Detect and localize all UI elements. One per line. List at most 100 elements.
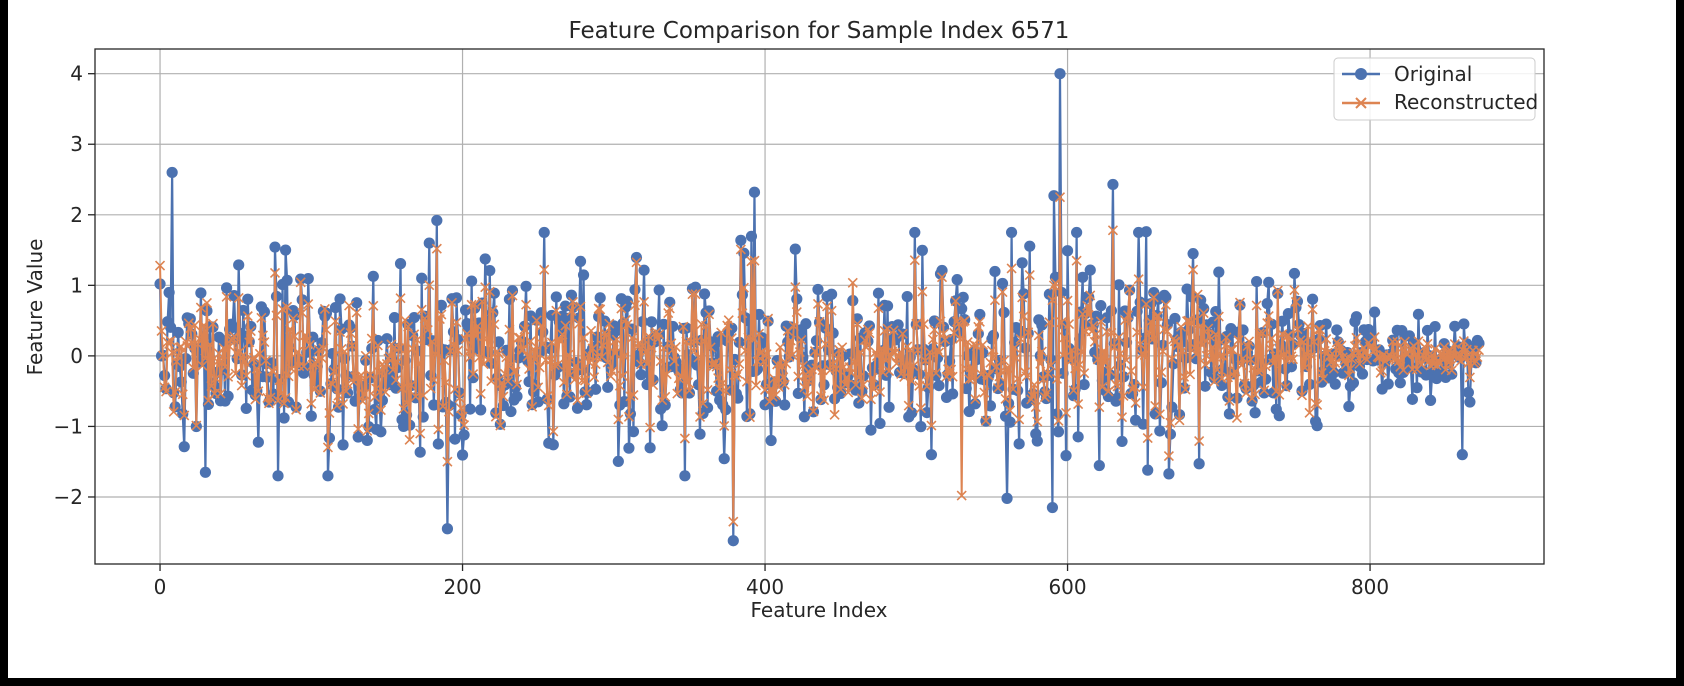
reconstructed-point	[1060, 407, 1072, 418]
original-point	[906, 407, 918, 419]
reconstructed-point	[809, 346, 821, 357]
reconstructed-point	[154, 260, 166, 271]
reconstructed-point	[1162, 326, 1173, 337]
reconstructed-point	[1445, 345, 1456, 356]
reconstructed-point	[517, 344, 529, 355]
reconstructed-point	[1045, 360, 1056, 371]
reconstructed-point	[365, 369, 376, 380]
reconstructed-point	[1257, 328, 1268, 339]
reconstructed-point	[831, 363, 842, 375]
reconstructed-point	[1200, 359, 1211, 370]
reconstructed-point	[1097, 381, 1108, 393]
reconstructed-point	[505, 359, 517, 370]
reconstructed-point	[977, 339, 988, 350]
reconstructed-point	[260, 355, 271, 366]
reconstructed-point	[726, 333, 737, 344]
original-point	[691, 359, 703, 371]
series-layer	[154, 68, 1485, 547]
reconstructed-point	[1191, 349, 1202, 360]
reconstructed-point	[989, 295, 1001, 306]
reconstructed-point	[259, 336, 270, 348]
reconstructed-point	[1135, 339, 1146, 350]
original-point	[627, 426, 640, 438]
original-point	[974, 308, 986, 321]
reconstructed-point	[321, 324, 332, 335]
original-point	[464, 403, 476, 415]
reconstructed-point	[392, 357, 403, 368]
reconstructed-point	[1062, 295, 1073, 306]
reconstructed-point	[799, 382, 810, 393]
reconstructed-point	[546, 337, 557, 348]
original-point	[1258, 387, 1270, 399]
original-point	[369, 403, 381, 416]
reconstructed-point	[1309, 336, 1320, 347]
reconstructed-point	[328, 366, 340, 377]
reconstructed-point	[917, 286, 928, 297]
reconstructed-point	[552, 359, 563, 370]
reconstructed-point	[527, 401, 538, 412]
reconstructed-point	[1112, 381, 1123, 392]
reconstructed-point	[489, 319, 500, 330]
legend-box	[1333, 57, 1536, 121]
original-point	[1187, 248, 1199, 260]
reconstructed-point	[1243, 336, 1255, 347]
original-point	[428, 399, 440, 411]
original-point	[656, 420, 668, 432]
reconstructed-point	[877, 367, 889, 378]
reconstructed-point	[431, 243, 442, 254]
reconstructed-point	[156, 325, 167, 337]
reconstructed-point	[1119, 315, 1131, 326]
reconstructed-point	[654, 329, 665, 340]
reconstructed-point	[732, 368, 743, 379]
reconstructed-point	[826, 305, 837, 316]
original-point	[984, 400, 997, 412]
reconstructed-point	[446, 297, 458, 308]
reconstructed-point	[1464, 372, 1475, 383]
reconstructed-point	[525, 336, 536, 347]
original-point	[1163, 468, 1175, 480]
reconstructed-point	[1251, 300, 1262, 311]
reconstructed-point	[362, 425, 373, 436]
original-point	[1111, 392, 1124, 404]
reconstructed-point	[210, 373, 222, 384]
reconstructed-point	[769, 373, 780, 384]
reconstructed-point	[401, 397, 412, 408]
reconstructed-point	[815, 390, 827, 402]
reconstructed-point	[316, 353, 327, 364]
original-point	[1154, 425, 1166, 437]
reconstructed-point	[1153, 310, 1164, 322]
reconstructed-point	[1250, 389, 1261, 400]
reconstructed-point	[927, 334, 939, 345]
reconstructed-point	[563, 349, 574, 360]
reconstructed-point	[442, 456, 453, 467]
original-point	[381, 333, 393, 345]
reconstructed-point	[1177, 345, 1188, 357]
reconstructed-point	[979, 387, 990, 398]
reconstructed-point	[1295, 335, 1306, 346]
reconstructed-point	[1130, 397, 1141, 408]
original-point	[1046, 501, 1059, 514]
reconstructed-point	[918, 319, 929, 330]
reconstructed-point	[631, 257, 642, 268]
original-point	[916, 244, 928, 256]
original-point	[881, 300, 894, 312]
original-point	[872, 287, 885, 299]
reconstructed-point	[861, 342, 872, 353]
reconstructed-point	[1050, 278, 1061, 289]
reconstructed-point	[779, 379, 790, 390]
reconstructed-point	[548, 426, 559, 437]
reconstructed-point	[1316, 367, 1327, 379]
reconstructed-point	[970, 394, 981, 405]
reconstructed-point	[1094, 402, 1105, 413]
reconstructed-point	[1065, 355, 1076, 366]
original-point	[1331, 324, 1343, 336]
reconstructed-point	[1313, 324, 1324, 335]
reconstructed-point	[980, 415, 991, 426]
reconstructed-point	[865, 394, 876, 405]
reconstructed-point	[297, 307, 308, 318]
original-point	[853, 397, 865, 409]
reconstructed-point	[331, 400, 343, 411]
reconstructed-point	[1067, 344, 1078, 356]
reconstructed-point	[856, 393, 867, 404]
reconstructed-point	[852, 318, 863, 329]
